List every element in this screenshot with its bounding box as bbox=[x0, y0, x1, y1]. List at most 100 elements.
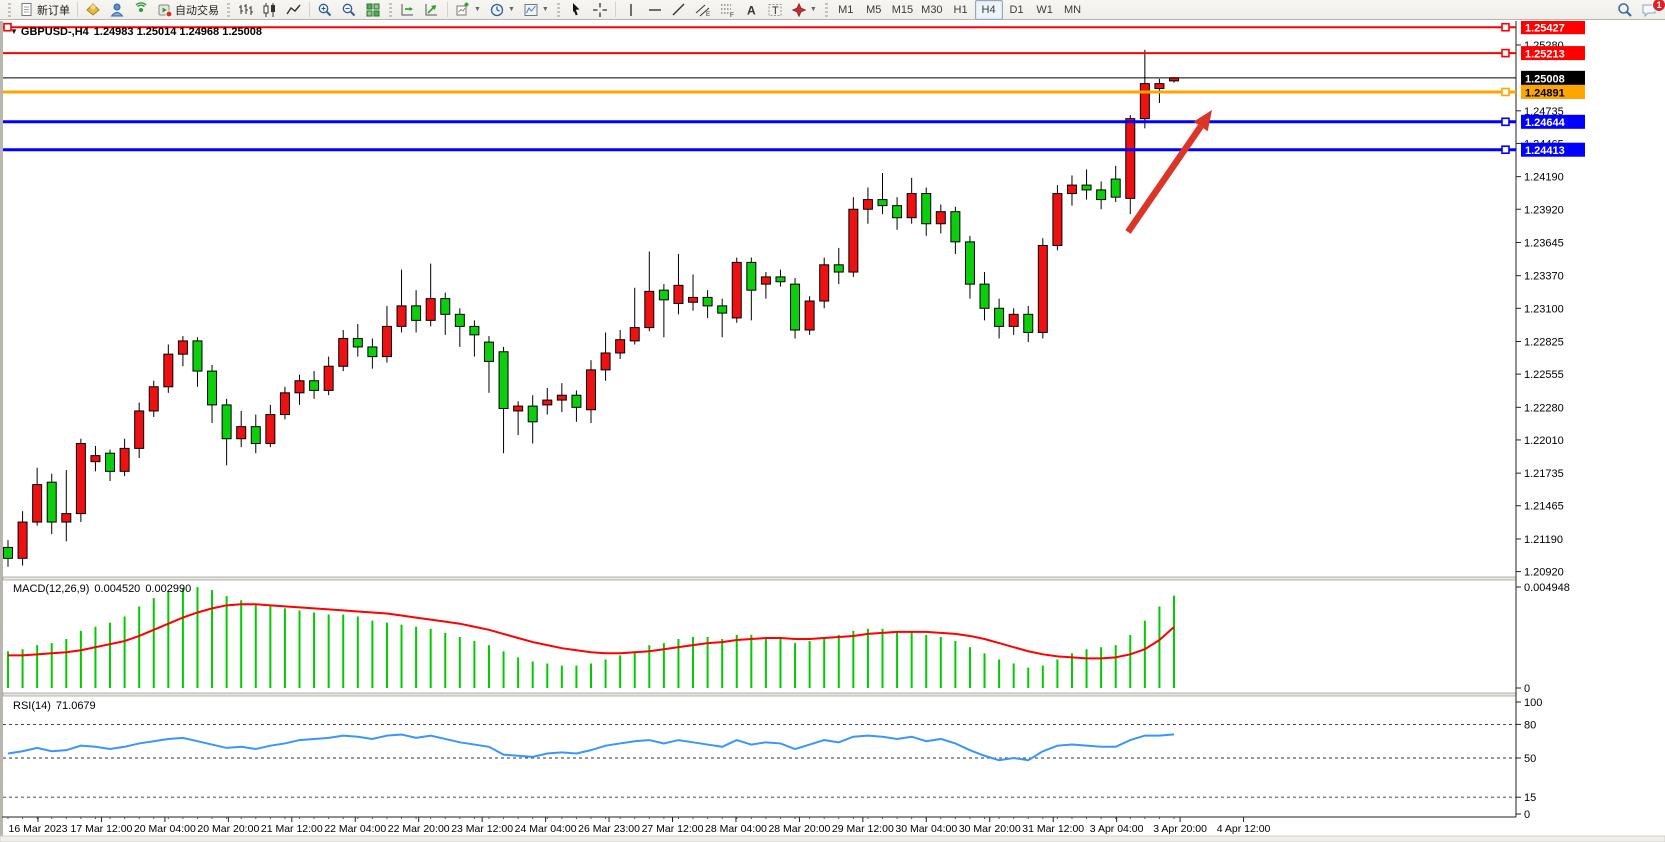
candle-body bbox=[775, 276, 786, 283]
community-button[interactable] bbox=[105, 0, 129, 20]
line-handle[interactable] bbox=[1501, 117, 1510, 127]
zoom-out-button[interactable] bbox=[337, 0, 361, 20]
line-handle[interactable] bbox=[1501, 87, 1510, 97]
auto-scroll-button[interactable] bbox=[420, 0, 444, 20]
time-axis-label: 24 Mar 04:00 bbox=[515, 823, 577, 835]
trend-arrow-annotation[interactable] bbox=[1125, 110, 1212, 234]
macd-pane[interactable]: 0.004948 0 bbox=[7, 582, 1570, 695]
line-handle[interactable] bbox=[1501, 48, 1510, 58]
toolbar-grip bbox=[8, 2, 11, 17]
svg-text:80: 80 bbox=[1524, 719, 1536, 731]
candle-body bbox=[425, 298, 436, 321]
candle-body bbox=[498, 351, 509, 410]
line-chart-button[interactable] bbox=[282, 0, 306, 20]
candle-body bbox=[338, 337, 349, 367]
tf-m1-button[interactable]: M1 bbox=[838, 3, 854, 16]
tf-h1-button[interactable]: H1 bbox=[953, 3, 968, 16]
chart-canvas[interactable]: 1.252801.247351.244651.241901.239201.236… bbox=[0, 21, 1665, 842]
text-button[interactable]: A bbox=[739, 0, 763, 20]
autotrade-button[interactable]: 自动交易 bbox=[153, 0, 223, 20]
bar-chart-button[interactable] bbox=[234, 0, 258, 20]
candle-body bbox=[352, 337, 363, 348]
one-click-trading-toggle-icon[interactable]: ▼ bbox=[10, 27, 18, 36]
toolbar-grip bbox=[824, 2, 828, 17]
horizontal-line-button[interactable] bbox=[643, 0, 667, 20]
candle-body bbox=[688, 296, 699, 303]
horizontal-line-object[interactable]: 1.25213 bbox=[3, 46, 1585, 60]
bid-price-line[interactable]: 1.25008 bbox=[3, 70, 1585, 85]
candle-body bbox=[892, 205, 903, 219]
rsi-pane[interactable]: 100 80 50 15 0 bbox=[3, 697, 1542, 821]
svg-text:50: 50 bbox=[1524, 753, 1536, 765]
tf-d1-button[interactable]: D1 bbox=[1009, 3, 1024, 16]
horizontal-line-object[interactable]: 1.24644 bbox=[3, 114, 1585, 129]
horizontal-line-object[interactable]: 1.24891 bbox=[3, 84, 1585, 99]
tf-m15-button[interactable]: M15 bbox=[891, 3, 914, 16]
chat-button[interactable]: 1 bbox=[1637, 0, 1665, 20]
text-label-button[interactable]: T bbox=[763, 0, 787, 20]
toolbar-separator bbox=[614, 2, 616, 17]
candle-body bbox=[294, 380, 305, 394]
profiles-button[interactable]: ▼ bbox=[519, 0, 553, 20]
price-line-label-box bbox=[1521, 46, 1585, 61]
svg-text:1.23920: 1.23920 bbox=[1524, 204, 1564, 216]
crosshair-button[interactable] bbox=[588, 0, 612, 20]
candle-body bbox=[542, 399, 553, 406]
line-handle[interactable] bbox=[3, 22, 12, 32]
fibonacci-button[interactable]: F bbox=[715, 0, 739, 20]
svg-text:A: A bbox=[747, 3, 756, 17]
new-order-button-label: 新订单 bbox=[37, 4, 70, 17]
zoom-in-button[interactable] bbox=[313, 0, 337, 20]
market-icon bbox=[86, 2, 100, 16]
trendline-icon bbox=[672, 3, 685, 15]
search-button[interactable] bbox=[1613, 0, 1637, 20]
line-handle[interactable] bbox=[1501, 22, 1510, 32]
line-handle[interactable] bbox=[1501, 145, 1510, 155]
candle-body bbox=[586, 369, 596, 411]
notification-badge: 1 bbox=[1652, 0, 1665, 12]
svg-text:1.21190: 1.21190 bbox=[1524, 534, 1563, 546]
tf-w1-button[interactable]: W1 bbox=[1036, 3, 1053, 16]
candle-body bbox=[615, 339, 626, 354]
tf-m5-button[interactable]: M5 bbox=[866, 3, 882, 16]
channel-button[interactable]: E bbox=[691, 0, 715, 20]
tile-windows-button[interactable] bbox=[361, 0, 385, 20]
tf-mn-button[interactable]: MN bbox=[1064, 3, 1082, 16]
chart-shift-button[interactable] bbox=[396, 0, 420, 20]
candle-body bbox=[177, 340, 188, 355]
candle-body bbox=[804, 300, 815, 331]
time-axis[interactable]: 16 Mar 2023 17 Mar 12:00 20 Mar 04:00 20 Ma… bbox=[7, 817, 1271, 835]
vertical-line-button[interactable] bbox=[619, 0, 643, 20]
dropdown-arrow-icon[interactable]: ▼ bbox=[474, 6, 481, 13]
tf-m30-button[interactable]: M30 bbox=[921, 3, 943, 16]
horizontal-line-object[interactable]: 1.24413 bbox=[3, 142, 1585, 157]
pane-separator[interactable] bbox=[2, 576, 1517, 581]
dropdown-arrow-icon[interactable]: ▼ bbox=[809, 6, 817, 13]
market-button[interactable] bbox=[81, 0, 105, 20]
candle-body bbox=[207, 370, 218, 406]
macd-indicator-label: MACD(12,26,9) 0.004520 0.002990 bbox=[13, 583, 191, 595]
channel-icon: E bbox=[695, 4, 710, 18]
candle-body bbox=[994, 307, 1005, 327]
periods-button[interactable]: ▼ bbox=[485, 0, 519, 20]
candle-body bbox=[644, 290, 655, 329]
candle-body bbox=[396, 305, 407, 327]
new-chart-button[interactable]: ▼ bbox=[451, 0, 485, 20]
candle-chart-button[interactable] bbox=[258, 0, 282, 20]
signals-button[interactable] bbox=[129, 0, 153, 20]
auto-scroll-icon bbox=[425, 3, 437, 15]
candle-body bbox=[46, 481, 57, 523]
dropdown-arrow-icon[interactable]: ▼ bbox=[507, 6, 515, 13]
rsi-axis: 100 80 50 15 0 bbox=[1516, 697, 1542, 821]
cursor-button[interactable] bbox=[564, 0, 588, 20]
candle-body bbox=[469, 325, 480, 336]
pane-separator[interactable] bbox=[2, 692, 1517, 697]
trendline-button[interactable] bbox=[667, 0, 691, 20]
tf-h4-button[interactable]: H4 bbox=[974, 0, 1003, 20]
dropdown-arrow-icon[interactable]: ▼ bbox=[541, 6, 549, 13]
horizontal-line-object[interactable]: 1.25427 bbox=[3, 21, 1585, 35]
new-order-button[interactable]: 新订单 bbox=[15, 0, 74, 20]
arrows-button[interactable]: ▼ bbox=[787, 0, 821, 20]
svg-text:F: F bbox=[730, 12, 734, 18]
candle-body bbox=[163, 353, 174, 388]
